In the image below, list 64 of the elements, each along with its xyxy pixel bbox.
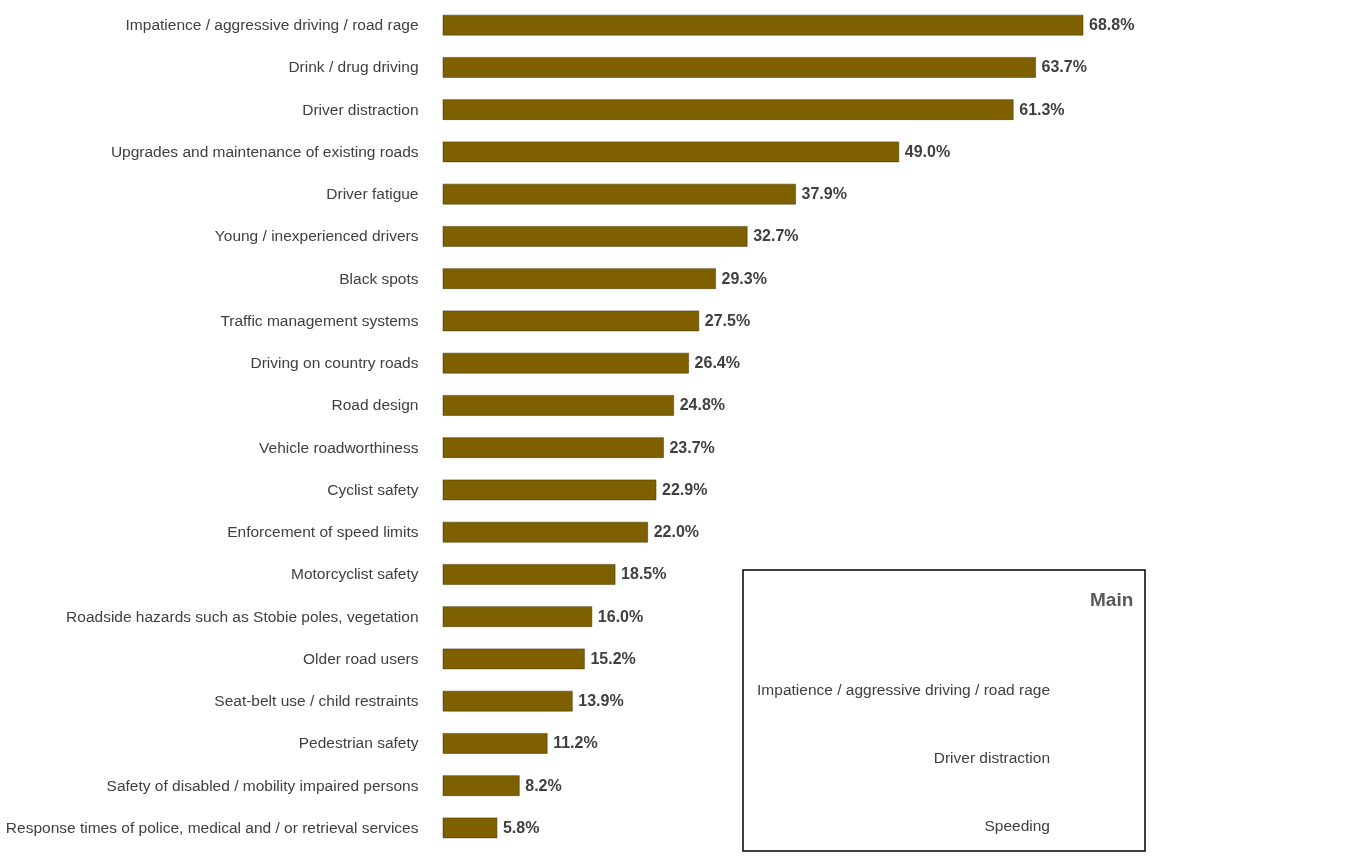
bar (442, 352, 689, 374)
bar (442, 310, 700, 332)
bar (442, 395, 674, 416)
data-label: 29.3% (721, 269, 767, 287)
bar (442, 141, 900, 163)
data-label: 15.2% (590, 649, 636, 667)
data-label: 8.2% (525, 776, 562, 794)
bar (442, 648, 585, 670)
bar (442, 183, 796, 205)
y-tick-label: Older road users (303, 649, 419, 667)
y-tick-label: Young / inexperienced drivers (214, 227, 419, 245)
bar (442, 57, 1036, 78)
bar (442, 99, 1014, 120)
data-label: 24.8% (679, 396, 726, 414)
bar (442, 775, 520, 796)
bar (442, 479, 657, 501)
category-label: Impatience / aggressive driving / road rage (757, 681, 1050, 698)
y-tick-label: Response times of police, medical and / or retrieval services (5, 818, 419, 836)
data-label: 37.9% (801, 185, 847, 203)
data-label: 11.2% (553, 734, 598, 752)
data-label: 13.9% (578, 692, 624, 710)
y-tick-label: Vehicle roadworthiness (259, 438, 419, 456)
y-tick-label: Pedestrian safety (298, 734, 419, 752)
data-label: 23.7% (669, 438, 715, 456)
bar (442, 690, 573, 712)
category-label: Speeding (984, 817, 1050, 834)
text: Main (1090, 589, 1134, 610)
bar (442, 14, 1084, 36)
bar (442, 564, 616, 585)
data-label: 61.3% (1019, 100, 1065, 118)
data-label: 63.7% (1041, 58, 1087, 76)
y-tick-label: Roadside hazards such as Stobie poles, vegetation (66, 607, 419, 625)
data-label: 32.7% (753, 227, 799, 245)
y-tick-label: Driving on country roads (250, 354, 419, 372)
bar (442, 521, 648, 543)
y-tick-label: Traffic management systems (220, 311, 419, 329)
data-label: 22.0% (653, 523, 700, 541)
data-label: 27.5% (704, 311, 751, 329)
bar (442, 437, 664, 458)
y-tick-label: Impatience / aggressive driving / road rage (125, 16, 419, 34)
data-label: 49.0% (904, 142, 951, 160)
bar (442, 268, 716, 289)
y-tick-label: Driver distraction (302, 100, 419, 118)
bar (442, 733, 548, 754)
data-label: 16.0% (597, 607, 644, 625)
y-tick-label: Seat-belt use / child restraints (214, 692, 419, 710)
bar (442, 226, 748, 247)
y-tick-label: Safety of disabled / mobility impaired persons (106, 776, 419, 794)
y-tick-label: Road design (331, 396, 419, 414)
y-tick-label: Black spots (339, 269, 419, 287)
data-label: 68.8% (1089, 16, 1135, 34)
y-tick-label: Drink / drug driving (288, 58, 419, 76)
data-label: 5.8% (502, 818, 540, 836)
y-tick-label: Enforcement of speed limits (227, 523, 419, 541)
data-label: 22.9% (662, 480, 708, 498)
data-label: 18.5% (621, 565, 667, 583)
y-tick-label: Upgrades and maintenance of existing roads (110, 142, 419, 160)
y-tick-label: Cyclist safety (327, 480, 419, 498)
category-label: Driver distraction (933, 749, 1050, 766)
y-tick-label: Motorcyclist safety (291, 565, 419, 583)
bar (442, 817, 498, 839)
data-label: 26.4% (694, 354, 740, 372)
y-tick-label: Driver fatigue (326, 185, 419, 203)
bar (442, 606, 593, 627)
